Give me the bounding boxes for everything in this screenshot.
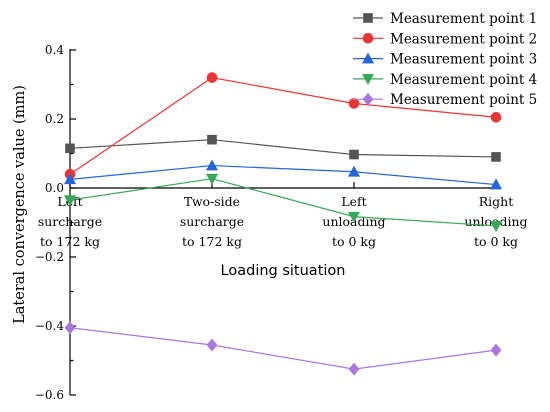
- x-axis-title: Loading situation: [221, 263, 346, 279]
- y-tick-label: 0.2: [45, 112, 64, 126]
- data-point: [489, 221, 503, 233]
- legend-label: Measurement point 3: [390, 52, 537, 68]
- legend-marker: [361, 74, 375, 86]
- series-5: [64, 321, 502, 376]
- data-point: [490, 111, 502, 123]
- series-line: [69, 164, 497, 186]
- data-point: [206, 72, 218, 83]
- legend-entry: Measurement point 4: [353, 72, 537, 88]
- data-point: [348, 98, 360, 109]
- x-category-label: Two-side surcharge to 172 kg: [180, 194, 244, 249]
- legend-marker: [362, 32, 374, 44]
- series-line: [69, 178, 497, 227]
- legend-marker: [363, 13, 373, 23]
- data-point: [347, 165, 361, 177]
- data-point: [348, 362, 360, 376]
- y-tick-label: 0.0: [45, 181, 64, 195]
- series-3: [63, 159, 503, 190]
- legend-entry: Measurement point 5: [353, 92, 537, 108]
- series-4: [63, 173, 503, 233]
- legend-label: Measurement point 5: [390, 92, 537, 108]
- data-point: [489, 178, 503, 190]
- y-tick-label: 0.4: [45, 43, 64, 57]
- legend-label: Measurement point 1: [390, 11, 537, 27]
- data-point: [63, 173, 77, 185]
- y-axis-title: Lateral convergence value (mm): [12, 85, 28, 324]
- data-point: [490, 343, 502, 357]
- legend-entry: Measurement point 1: [353, 11, 537, 27]
- data-point: [207, 134, 217, 145]
- legend-label: Measurement point 2: [390, 31, 537, 47]
- data-point: [63, 195, 77, 207]
- data-point: [347, 211, 361, 223]
- data-point: [64, 321, 76, 335]
- series-line: [69, 76, 497, 175]
- data-point: [206, 338, 218, 352]
- y-tick-label: −0.6: [35, 388, 64, 402]
- plot-area: [63, 72, 503, 376]
- series-2: [64, 72, 502, 180]
- series-line: [69, 327, 497, 370]
- y-tick-label: −0.2: [35, 250, 64, 264]
- legend: Measurement point 1 Measurement point 2 Me…: [353, 11, 537, 108]
- data-point: [205, 173, 219, 185]
- y-tick-label: −0.4: [35, 319, 65, 333]
- series-line: [69, 139, 497, 158]
- series-1: [65, 134, 501, 162]
- legend-label: Measurement point 4: [390, 72, 537, 88]
- data-point: [491, 152, 501, 162]
- legend-entry: Measurement point 3: [353, 52, 537, 68]
- legend-marker: [362, 92, 374, 106]
- data-point: [205, 159, 219, 171]
- x-category-label: Leftsurchargeto 172 kg: [38, 194, 102, 249]
- legend-marker: [361, 52, 375, 64]
- legend-entry: Measurement point 2: [353, 31, 537, 47]
- data-point: [349, 149, 359, 160]
- data-point: [65, 143, 75, 154]
